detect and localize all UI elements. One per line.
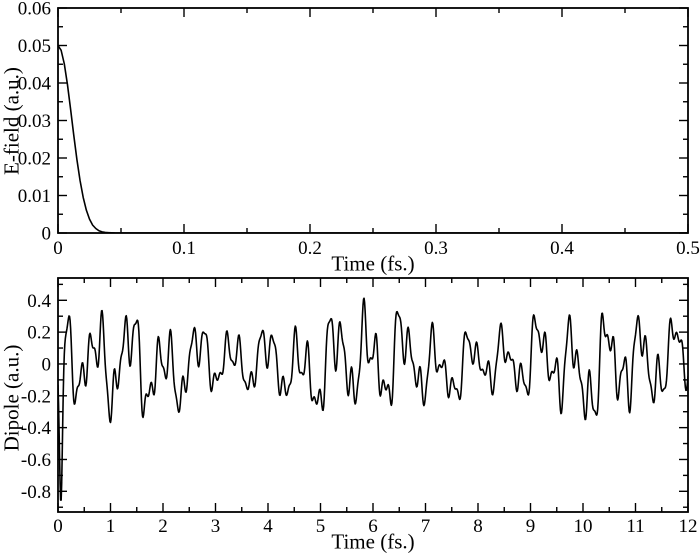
x-tick-label: 0.4 [550,238,574,259]
x-tick-label: 0.2 [298,238,322,259]
x-tick-label: 0.1 [172,238,196,259]
y-tick-label: 0.04 [18,73,52,94]
efield-plot: 0 0.1 0.2 0.3 0.4 0.5 0 0.01 0.02 0.03 0.04 0.05 0.0… [18,0,700,259]
y-tick-label: -0.2 [21,386,51,407]
x-tick-label: 11 [626,516,644,537]
efield-ticks [57,7,689,234]
x-tick-label: 0.5 [676,238,700,259]
x-tick-label: 0 [53,516,63,537]
efield-frame [57,7,689,234]
y-tick-label: 0.05 [18,36,51,57]
y-tick-label: 0 [42,223,52,244]
y-tick-label: 0.4 [27,291,51,312]
y-tick-label: -0.4 [21,418,52,439]
x-tick-label: 2 [158,516,168,537]
x-tick-label: 0.3 [424,238,448,259]
efield-curve [58,44,688,233]
y-tick-label: 0.2 [27,323,51,344]
y-tick-label: 0.03 [18,111,51,132]
y-tick-label: -0.6 [21,450,51,471]
x-tick-label: 8 [473,516,483,537]
efield-y-axis-title: E-field (a.u.) [0,67,24,175]
y-tick-label: -0.8 [21,482,51,503]
efield-tick-labels: 0 0.1 0.2 0.3 0.4 0.5 0 0.01 0.02 0.03 0.04 0.05 0.0… [18,0,700,259]
x-tick-label: 9 [526,516,536,537]
dipole-tick-labels: 0 1 2 3 4 5 6 7 8 9 10 11 12-0.8-0.6-0.4-0.200.20.4 [21,291,698,537]
x-tick-label: 10 [574,516,593,537]
x-tick-label: 3 [211,516,221,537]
dipole-curve [58,297,688,501]
y-tick-label: 0.02 [18,148,51,169]
x-tick-label: 0 [53,238,63,259]
x-tick-label: 1 [106,516,116,537]
efield-x-axis-title: Time (fs.) [331,251,415,276]
x-tick-label: 4 [263,516,273,537]
x-tick-label: 6 [368,516,378,537]
x-tick-label: 12 [679,516,698,537]
dipole-y-axis-title: Dipole (a.u.) [0,344,24,452]
dipole-frame [57,277,689,513]
dipole-x-axis-title: Time (fs.) [331,529,415,554]
x-tick-label: 5 [316,516,326,537]
dipole-plot: 0 1 2 3 4 5 6 7 8 9 10 11 12-0.8-0.6-0.4-0.200.20.4 [21,277,698,537]
dipole-ticks [57,278,689,512]
y-tick-label: 0.01 [18,186,51,207]
x-tick-label: 7 [421,516,431,537]
y-tick-label: 0.06 [18,0,51,19]
y-tick-label: 0 [42,354,52,375]
